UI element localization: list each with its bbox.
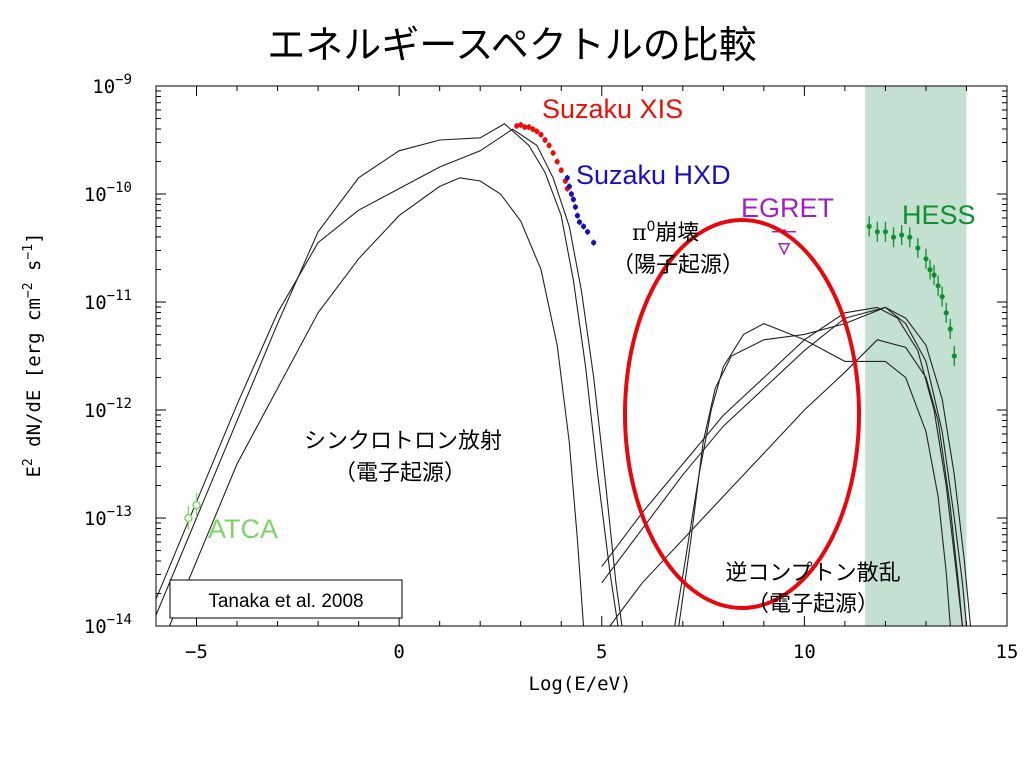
point-hess-10 xyxy=(935,283,941,289)
y-tick-label: 10−9 xyxy=(92,72,132,98)
point-suzaku-hxd-1 xyxy=(566,183,572,190)
point-hess-6 xyxy=(915,245,921,251)
point-suzaku-xis-10 xyxy=(554,159,560,165)
model-curve-0 xyxy=(156,123,619,626)
point-hess-14 xyxy=(951,353,957,359)
point-suzaku-hxd-5 xyxy=(574,213,581,219)
x-tick-label: −5 xyxy=(185,641,208,663)
point-hess-1 xyxy=(874,229,880,235)
point-suzaku-hxd-7 xyxy=(580,223,587,229)
point-suzaku-xis-9 xyxy=(550,150,556,156)
hess-energy-band xyxy=(865,86,967,626)
point-hess-11 xyxy=(939,294,945,300)
model-curve-5 xyxy=(601,306,963,626)
highlight-ellipse xyxy=(623,218,861,610)
x-tick-label: 10 xyxy=(793,641,816,663)
point-suzaku-hxd-6 xyxy=(576,219,583,225)
label-synchrotron: シンクロトロン放射 xyxy=(304,429,502,454)
y-tick-label: 10−10 xyxy=(84,180,132,206)
point-suzaku-xis-2 xyxy=(522,124,528,130)
point-suzaku-xis-3 xyxy=(526,124,532,130)
y-tick-label: 10−13 xyxy=(84,504,132,530)
label-hess: HESS xyxy=(902,200,976,230)
x-tick-label: 0 xyxy=(393,641,404,663)
point-suzaku-xis-0 xyxy=(514,123,520,129)
label-inverse-compton-origin: （電子起源） xyxy=(747,592,879,617)
point-suzaku-xis-4 xyxy=(530,126,536,132)
y-tick-label: 10−12 xyxy=(84,396,132,422)
label-atca: ATCA xyxy=(208,514,278,544)
point-suzaku-hxd-4 xyxy=(572,204,579,210)
point-suzaku-xis-1 xyxy=(518,122,524,128)
y-tick-label: 10−11 xyxy=(84,288,132,314)
point-hess-8 xyxy=(927,267,933,273)
point-atca-1 xyxy=(192,500,201,510)
reference-text: Tanaka et al. 2008 xyxy=(208,591,363,612)
data-points xyxy=(184,121,957,530)
point-suzaku-hxd-8 xyxy=(584,229,591,235)
point-suzaku-hxd-0 xyxy=(564,175,570,181)
label-egret: EGRET xyxy=(741,193,834,223)
x-tick-label: 5 xyxy=(596,641,607,663)
point-hess-12 xyxy=(943,310,949,316)
point-suzaku-xis-8 xyxy=(546,142,552,148)
label-inverse-compton: 逆コンプトン散乱 xyxy=(725,561,900,586)
point-hess-9 xyxy=(931,272,937,278)
label-pi0-origin: （陽子起源） xyxy=(612,253,744,278)
point-suzaku-xis-5 xyxy=(534,128,540,134)
label-suzaku-hxd: Suzaku HXD xyxy=(576,160,731,190)
y-tick-label: 10−14 xyxy=(84,612,132,638)
point-suzaku-xis-7 xyxy=(542,137,548,143)
point-hess-7 xyxy=(923,256,929,262)
point-atca-0 xyxy=(184,513,193,523)
model-curve-1 xyxy=(156,128,623,626)
model-curve-7 xyxy=(674,322,951,626)
point-hess-4 xyxy=(899,232,905,238)
egret-upper-limit xyxy=(777,243,791,256)
chart-title: エネルギースペクトルの比較 xyxy=(267,23,756,67)
x-axis-label: Log(E/eV) xyxy=(529,673,632,695)
plot-frame xyxy=(155,85,1008,627)
label-synchrotron-origin: （電子起源） xyxy=(334,461,466,486)
y-axis-ticks: 10−9 10−10 10−11 10−12 10−13 10−14 xyxy=(84,72,1007,638)
point-suzaku-xis-6 xyxy=(538,132,544,138)
reference-box xyxy=(169,579,403,619)
model-curves xyxy=(156,123,972,626)
model-curve-4 xyxy=(601,306,968,626)
point-suzaku-hxd-2 xyxy=(568,191,574,197)
y-axis-label: E2 dN/dE [erg cm−2 s−1] xyxy=(21,232,45,477)
point-suzaku-hxd-9 xyxy=(591,240,597,246)
point-hess-3 xyxy=(890,234,897,240)
point-hess-2 xyxy=(882,229,889,235)
label-pi0-decay: π0崩壊 xyxy=(632,219,699,246)
point-suzaku-xis-11 xyxy=(558,167,564,173)
x-axis-ticks: −5 0 5 10 15 xyxy=(155,86,1019,663)
point-suzaku-hxd-3 xyxy=(570,196,576,202)
point-hess-13 xyxy=(947,326,953,332)
point-hess-5 xyxy=(907,234,913,240)
model-curve-2 xyxy=(168,177,585,626)
label-suzaku-xis: Suzaku XIS xyxy=(542,94,683,124)
x-tick-label: 15 xyxy=(996,641,1019,663)
point-hess-0 xyxy=(866,223,872,229)
